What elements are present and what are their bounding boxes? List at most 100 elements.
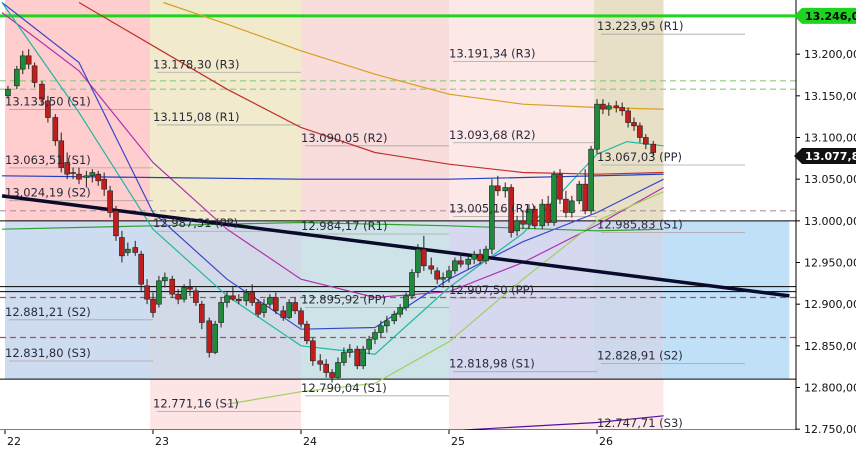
background-zone bbox=[150, 0, 301, 221]
candle-body bbox=[465, 258, 472, 265]
candle-body bbox=[187, 287, 193, 290]
candle-body bbox=[5, 88, 11, 97]
y-tick-label: 12.900,00 bbox=[804, 298, 856, 311]
trendline bbox=[1, 194, 790, 298]
candle-body bbox=[532, 208, 538, 227]
background-zone bbox=[5, 220, 151, 380]
candle-body bbox=[613, 105, 620, 108]
background-zone bbox=[594, 220, 664, 380]
candle-body bbox=[557, 173, 563, 200]
pivot-label: 13.133,50 (S1) bbox=[5, 95, 91, 109]
candle-body bbox=[45, 100, 51, 118]
indicator-line bbox=[163, 1, 664, 110]
candle-body bbox=[58, 140, 65, 168]
candle-body bbox=[286, 302, 292, 318]
candle-body bbox=[354, 348, 361, 367]
candle-body bbox=[372, 332, 378, 340]
background-zone bbox=[663, 379, 790, 430]
candle-body bbox=[384, 320, 390, 327]
candle-body bbox=[477, 253, 483, 262]
candle-body bbox=[409, 272, 415, 297]
pivot-label: 12.984,17 (R1) bbox=[301, 219, 387, 233]
candle-body bbox=[360, 348, 366, 367]
pivot-label: 12.818,98 (S1) bbox=[449, 357, 535, 371]
candle-body bbox=[199, 303, 205, 323]
background-zone bbox=[594, 0, 664, 221]
candle-body bbox=[113, 210, 119, 237]
candle-body bbox=[563, 198, 569, 213]
candle-body bbox=[64, 162, 70, 175]
candle-body bbox=[366, 338, 372, 350]
pivot-label: 12.828,91 (S2) bbox=[597, 348, 683, 362]
pivot-label: 13.191,34 (R3) bbox=[449, 46, 535, 60]
candle-body bbox=[292, 302, 298, 312]
background-zone bbox=[301, 379, 449, 430]
candle-body bbox=[255, 302, 261, 315]
y-tick-label: 12.950,00 bbox=[804, 257, 856, 270]
price-tag-label: 13.246,00 bbox=[805, 10, 856, 23]
y-tick-label: 12.750,00 bbox=[804, 423, 856, 436]
candle-body bbox=[650, 143, 657, 153]
candle-body bbox=[144, 285, 150, 300]
candle-body bbox=[428, 265, 435, 270]
candle-body bbox=[162, 277, 168, 282]
candle-body bbox=[273, 297, 279, 312]
y-tick-label: 13.000,00 bbox=[804, 215, 856, 228]
x-tick-label: 22 bbox=[7, 435, 21, 448]
y-tick-label: 13.050,00 bbox=[804, 173, 856, 186]
candle-body bbox=[230, 295, 236, 300]
candle-body bbox=[569, 200, 575, 213]
candle-body bbox=[545, 203, 551, 223]
candle-body bbox=[446, 270, 452, 278]
candle-body bbox=[206, 320, 213, 353]
candle-body bbox=[76, 173, 82, 180]
candle-body bbox=[249, 292, 255, 303]
candle-body bbox=[304, 323, 310, 342]
candle-body bbox=[520, 220, 526, 225]
candle-body bbox=[440, 277, 446, 280]
candle-body bbox=[261, 303, 267, 313]
candle-body bbox=[452, 260, 458, 272]
x-tick-label: 26 bbox=[599, 435, 613, 448]
candle-body bbox=[378, 325, 384, 333]
candle-body bbox=[89, 172, 96, 177]
background-zone bbox=[449, 220, 595, 380]
pivot-label: 12.771,16 (S1) bbox=[153, 397, 239, 411]
candle-body bbox=[101, 178, 107, 190]
candle-body bbox=[224, 295, 230, 303]
pivot-label: 13.178,30 (R3) bbox=[153, 57, 239, 71]
background-zone bbox=[150, 379, 301, 430]
indicator-line bbox=[1, 173, 664, 180]
candle-body bbox=[415, 248, 421, 273]
candle-body bbox=[508, 187, 514, 233]
y-tick-label: 13.200,00 bbox=[804, 48, 856, 61]
candle-body bbox=[341, 352, 347, 363]
indicator-lines bbox=[1, 1, 790, 448]
candle-body bbox=[298, 310, 304, 325]
candle-body bbox=[551, 173, 557, 223]
candle-body bbox=[193, 290, 199, 303]
price-tag bbox=[794, 147, 856, 164]
candle-body bbox=[156, 280, 162, 305]
candle-body bbox=[70, 172, 76, 174]
background-zone bbox=[449, 0, 595, 221]
candle-body bbox=[107, 190, 113, 213]
pivot-label: 12.747,71 (S3) bbox=[597, 416, 683, 430]
pivot-label: 13.063,51 (S1) bbox=[5, 153, 91, 167]
x-tick-label: 24 bbox=[303, 435, 317, 448]
candle-body bbox=[83, 175, 90, 178]
candle-body bbox=[594, 103, 600, 150]
candle-body bbox=[489, 185, 495, 250]
candle-body bbox=[39, 83, 45, 100]
candle-body bbox=[329, 372, 335, 378]
candle-body bbox=[14, 68, 20, 87]
indicator-line bbox=[1, 2, 664, 355]
y-tick-label: 12.850,00 bbox=[804, 340, 856, 353]
x-tick-label: 25 bbox=[451, 435, 465, 448]
time-axis-background bbox=[0, 430, 856, 450]
candle-body bbox=[31, 65, 38, 83]
x-tick-label: 23 bbox=[155, 435, 169, 448]
candle-body bbox=[52, 117, 59, 142]
